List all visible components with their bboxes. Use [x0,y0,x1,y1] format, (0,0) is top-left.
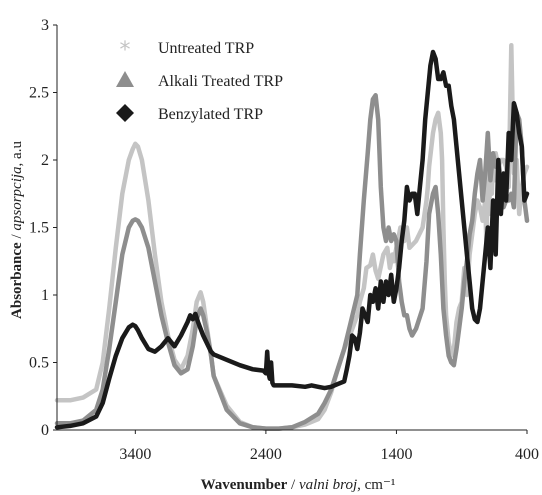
y-tick-label: 1.5 [29,220,49,237]
legend-label: Benzylated TRP [158,106,263,123]
legend-marker-diamond [116,104,134,122]
y-tick-label: 0 [41,422,49,439]
y-tick-label: 2 [41,152,49,169]
x-axis-title: Wavenumber / valni broj, cm⁻¹ [201,477,396,493]
y-axis-title-bold: Absorbance [9,242,25,319]
y-tick-label: 0.5 [29,355,49,372]
x-tick-label: 400 [515,446,539,463]
x-tick-label: 2400 [250,446,282,463]
y-tick-label: 1 [41,287,49,304]
y-axis-title-italic: apsorpcija [9,166,25,230]
legend-marker-asterisk: * [120,38,131,63]
x-axis-title-sep: / [287,477,299,493]
axes: 0 0.5 1 1.5 2 2.5 3 3400 2400 1400 400 [29,17,539,463]
plot-area [54,43,530,431]
y-axis-title-sep: / [9,231,25,243]
x-axis-title-unit: , cm⁻¹ [357,477,395,493]
x-axis-title-italic: valni broj [299,477,357,493]
legend-label: Alkali Treated TRP [158,73,283,90]
legend: * Untreated TRP Alkali Treated TRP Benzylat… [116,38,283,123]
x-tick-label: 3400 [119,446,151,463]
y-tick-label: 2.5 [29,85,49,102]
x-axis-title-bold: Wavenumber [201,477,288,493]
y-axis-title: Absorbance / apsorpcija, a.u [9,141,25,319]
legend-label: Untreated TRP [158,40,254,57]
legend-marker-triangle [116,71,134,87]
x-tick-label: 1400 [380,446,412,463]
series-line-3 [54,49,530,430]
y-axis-title-unit: , a.u [9,141,25,167]
series-line-2 [54,92,530,431]
y-tick-label: 3 [41,17,49,34]
